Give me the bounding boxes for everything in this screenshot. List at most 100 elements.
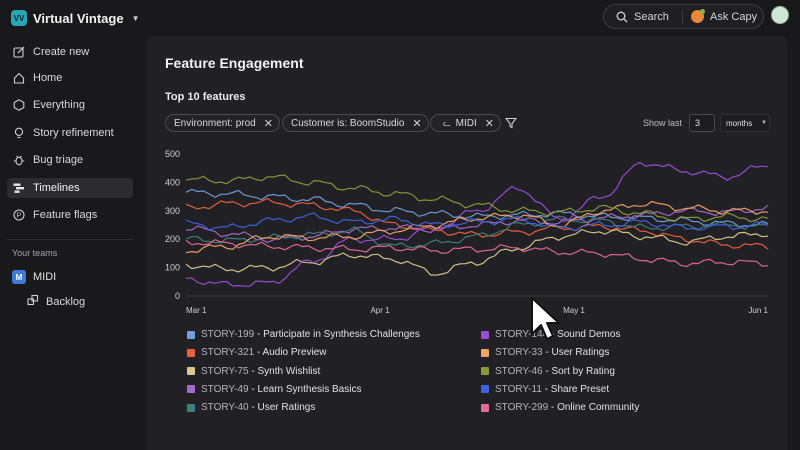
legend-story-id: STORY-33 (495, 347, 543, 359)
divider (682, 9, 683, 24)
legend-story-id: STORY-321 (201, 347, 255, 359)
capy-icon (691, 9, 705, 23)
team-name: MIDI (33, 271, 57, 283)
close-icon[interactable]: ✕ (484, 117, 494, 130)
backlog-icon (27, 294, 39, 309)
backlog-label: Backlog (46, 295, 86, 308)
legend-story-name: Participate in Synthesis Challenges (263, 329, 420, 340)
legend-story-name: Sound Demos (557, 329, 621, 340)
legend-item[interactable]: STORY-11 - Share Preset (481, 384, 609, 395)
sidebar-item-label: Feature flags (33, 209, 98, 221)
top-actions: Search Ask Capy (603, 4, 764, 29)
edit-icon (12, 46, 25, 59)
sidebar-item-everything[interactable]: Everything (7, 95, 133, 115)
legend-swatch (481, 385, 489, 394)
sidebar-item-home[interactable]: Home (7, 68, 133, 88)
legend-story-name: User Ratings (551, 347, 610, 359)
legend-separator: - (542, 365, 552, 377)
engagement-chart: 500 400 300 200 100 0 Mar 1 Apr 1 May 1 Jun 1 (165, 149, 769, 315)
x-tick-label: Jun 1 (748, 306, 768, 315)
legend-separator: - (248, 365, 258, 377)
workspace-switcher[interactable]: VV Virtual Vintage ▼ (11, 8, 139, 28)
page-title: Feature Engagement (165, 55, 304, 71)
legend-story-name: Audio Preview (262, 347, 327, 359)
filter-chip-midi[interactable]: ᓚ MIDI ✕ (430, 114, 501, 132)
series-line-story-144 (185, 161, 769, 287)
legend-story-name: Share Preset (550, 383, 610, 395)
legend-item[interactable]: STORY-33 - User Ratings (481, 347, 609, 358)
y-tick-label: 0 (175, 291, 180, 301)
legend-swatch (481, 367, 489, 376)
legend-item[interactable]: STORY-75 - Synth Wishlist (187, 366, 320, 377)
search-button[interactable]: Search (604, 5, 682, 28)
legend-separator: - (254, 347, 263, 359)
series-line-story-299 (185, 239, 769, 268)
legend-story-id: STORY-299 (495, 402, 549, 414)
legend-story-id: STORY-75 (201, 365, 249, 377)
sidebar-item-timelines[interactable]: Timelines (7, 178, 133, 198)
search-label: Search (634, 10, 669, 23)
sidebar-item-bug-triage[interactable]: Bug triage (7, 150, 133, 170)
filter-chip-label: Environment: prod (174, 117, 256, 129)
filter-icon[interactable] (505, 117, 517, 129)
legend-swatch (187, 403, 195, 412)
sidebar-item-story-refinement[interactable]: Story refinement (7, 123, 133, 143)
legend-separator: - (542, 347, 552, 359)
legend-story-id: STORY-46 (495, 365, 543, 377)
legend-item[interactable]: STORY-199 - Participate in Synthesis Cha… (187, 329, 420, 340)
divider (7, 239, 133, 240)
filter-chip-label: MIDI (455, 117, 477, 129)
legend-swatch (187, 348, 195, 357)
close-icon[interactable]: ✕ (412, 117, 422, 130)
legend-separator: - (254, 329, 264, 340)
sidebar-item-label: Create new (33, 46, 90, 58)
svg-text:P: P (16, 213, 21, 220)
lightbulb-icon (12, 127, 25, 140)
sidebar-item-label: Everything (33, 99, 85, 111)
workspace-logo: VV (11, 10, 27, 26)
y-tick-label: 400 (165, 177, 180, 187)
avatar[interactable] (771, 6, 789, 24)
y-tick-label: 300 (165, 206, 180, 216)
legend-item[interactable]: STORY-321 - Audio Preview (187, 347, 326, 358)
filter-chip-customer[interactable]: Customer is: BoomStudio ✕ (282, 114, 429, 132)
legend-separator: - (248, 402, 258, 414)
legend-item[interactable]: STORY-46 - Sort by Rating (481, 366, 615, 377)
chevron-down-icon: ▼ (131, 13, 140, 23)
y-tick-label: 100 (165, 263, 180, 273)
legend-story-id: STORY-49 (201, 383, 249, 395)
series-line-story-33 (185, 200, 769, 254)
timeline-icon (12, 182, 25, 195)
sidebar-item-create-new[interactable]: Create new (7, 42, 133, 62)
team-backlog-link[interactable]: Backlog (27, 294, 85, 309)
bug-icon (12, 154, 25, 167)
series-line-story-46 (185, 174, 769, 223)
legend-item[interactable]: STORY-49 - Learn Synthesis Basics (187, 384, 361, 395)
search-icon (616, 11, 628, 22)
show-last-label: Show last (643, 118, 683, 128)
x-tick-label: Mar 1 (186, 306, 207, 315)
sidebar-item-feature-flags[interactable]: P Feature flags (7, 205, 133, 225)
show-last-unit-select[interactable]: months ▼ (720, 114, 770, 132)
team-item-midi[interactable]: M MIDI (12, 270, 56, 284)
sidebar-item-label: Bug triage (33, 154, 84, 166)
close-icon[interactable]: ✕ (263, 117, 273, 130)
legend-story-id: STORY-199 (201, 329, 255, 340)
legend-item[interactable]: STORY-299 - Online Community (481, 402, 639, 413)
show-last-input[interactable]: 3 (689, 114, 715, 132)
legend-separator: - (548, 402, 558, 414)
sidebar-item-label: Story refinement (33, 127, 114, 139)
legend-separator: - (541, 383, 551, 395)
ask-capy-button[interactable]: Ask Capy (683, 9, 758, 23)
legend-story-name: Online Community (557, 402, 640, 414)
legend-story-id: STORY-11 (495, 383, 542, 395)
series-line-story-321 (185, 197, 769, 250)
filter-chip-environment[interactable]: Environment: prod ✕ (165, 114, 280, 132)
y-tick-label: 200 (165, 234, 180, 244)
team-badge: M (12, 270, 26, 284)
legend-item[interactable]: STORY-40 - User Ratings (187, 402, 315, 413)
ask-capy-label: Ask Capy (710, 10, 758, 23)
home-icon (12, 72, 25, 85)
teams-heading: Your teams (12, 248, 58, 258)
legend-story-name: Synth Wishlist (257, 365, 321, 377)
